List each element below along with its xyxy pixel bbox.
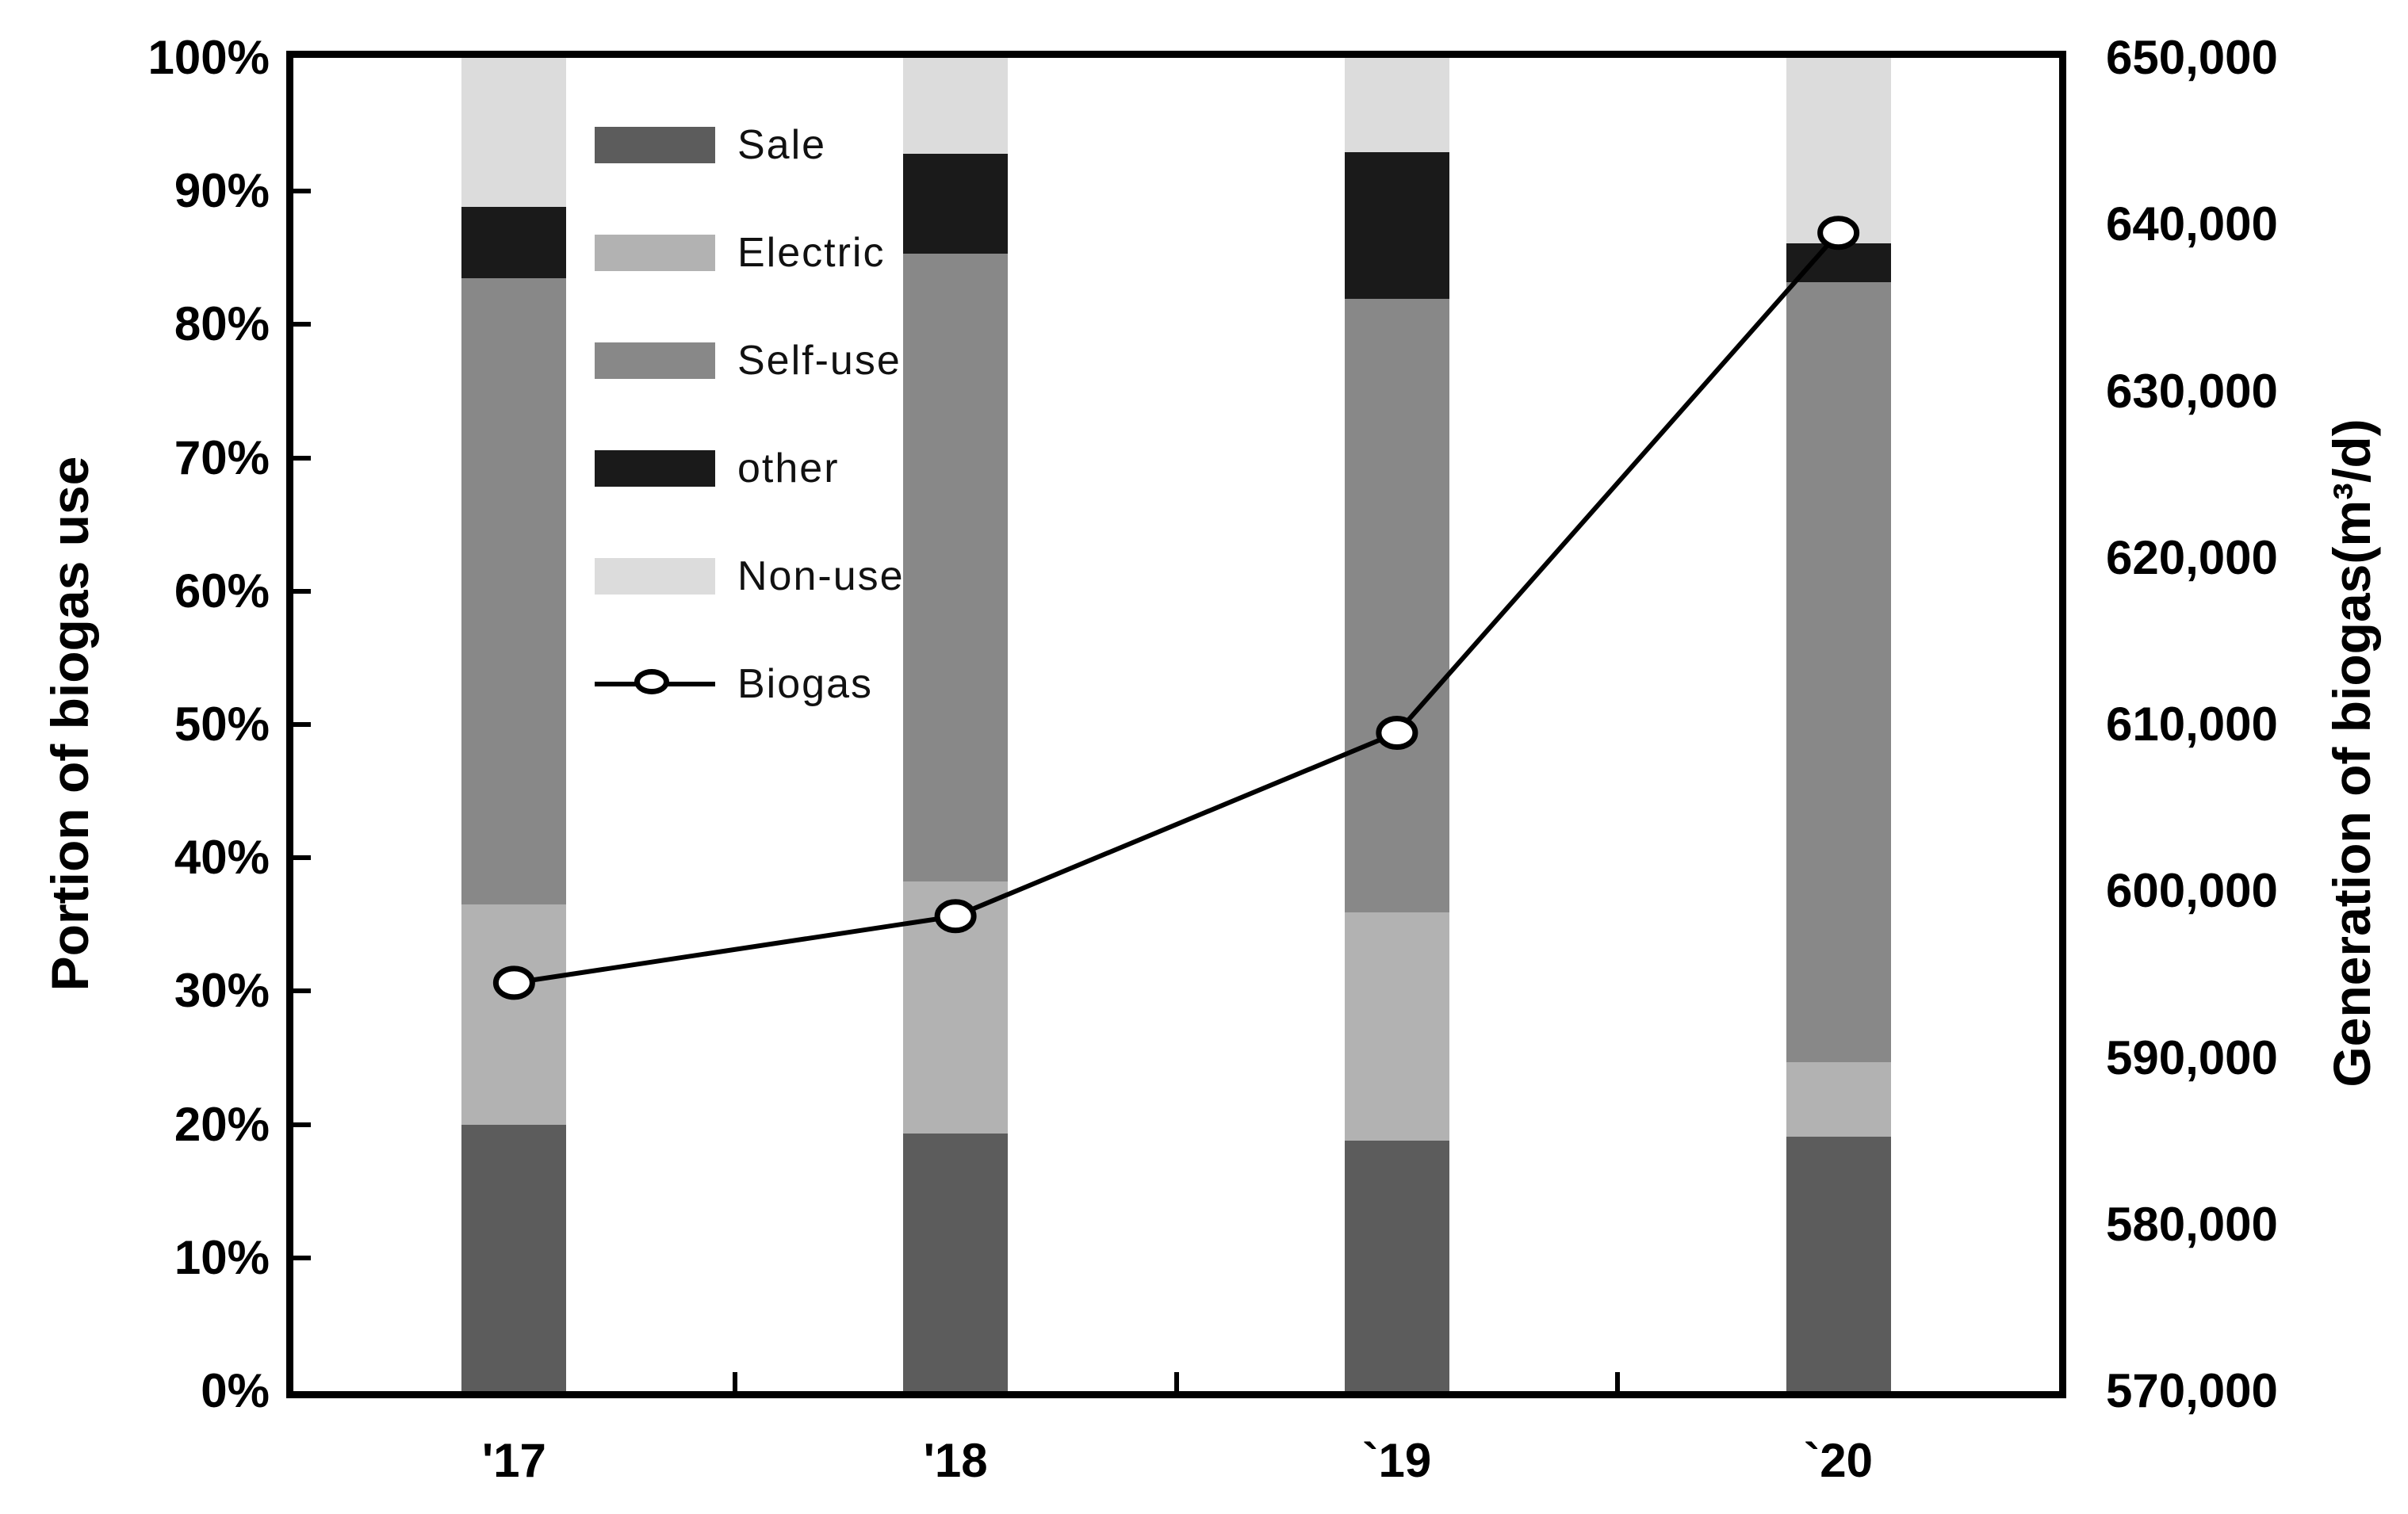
- bar-segment-electric-1: [461, 904, 567, 1125]
- legend-swatch-sale: [595, 127, 715, 163]
- bar-segment-other-2: [903, 154, 1009, 254]
- right-tick-label-650000: 650,000: [2106, 31, 2278, 84]
- bar-segment-other-1: [461, 207, 567, 278]
- bar-segment-self-use-3: [1344, 299, 1449, 913]
- left-tick-label-70pct: 70%: [174, 430, 270, 484]
- left-tick-label-60pct: 60%: [174, 564, 270, 617]
- bar-segment-non-use-4: [1786, 58, 1891, 243]
- legend-circle-marker-icon: [634, 669, 669, 694]
- left-tick-label-80pct: 80%: [174, 297, 270, 351]
- bar-segment-non-use-3: [1344, 58, 1449, 153]
- legend-row-biogas: Biogas: [595, 660, 873, 708]
- right-tick-label-580000: 580,000: [2106, 1197, 2278, 1251]
- left-tick-label-30pct: 30%: [174, 964, 270, 1018]
- left-axis-tick-mark: [293, 988, 311, 994]
- plot-inner: Sale Electric Self-use other Non-use Biogas: [293, 58, 2059, 1391]
- left-tick-label-50pct: 50%: [174, 698, 270, 751]
- left-tick-label-90pct: 90%: [174, 164, 270, 218]
- right-axis-title: Generation of biogas(m³/d): [2322, 419, 2381, 1088]
- legend-label-self-use: Self-use: [737, 338, 902, 384]
- legend-row-other: other: [595, 445, 840, 492]
- biogas-marker-3: [1376, 716, 1418, 751]
- legend-row-sale: Sale: [595, 121, 826, 169]
- legend-row-electric: Electric: [595, 229, 885, 277]
- biogas-line: [513, 231, 1840, 985]
- bar-segment-self-use-4: [1786, 281, 1891, 1062]
- left-axis-tick-mark: [293, 322, 311, 327]
- bar-segment-sale-1: [461, 1124, 567, 1391]
- x-axis-tick-mark: [732, 1372, 737, 1391]
- legend-label-sale: Sale: [737, 122, 827, 168]
- bar-segment-self-use-1: [461, 277, 567, 905]
- left-tick-label-40pct: 40%: [174, 831, 270, 885]
- right-tick-label-590000: 590,000: [2106, 1030, 2278, 1084]
- legend-label-non-use: Non-use: [737, 553, 905, 599]
- legend-swatch-non-use: [595, 558, 715, 595]
- x-axis-tick-mark: [1173, 1372, 1179, 1391]
- bar-segment-sale-4: [1786, 1136, 1891, 1391]
- bar-segment-electric-4: [1786, 1061, 1891, 1137]
- legend-row-non-use: Non-use: [595, 552, 905, 600]
- left-tick-label-100pct: 100%: [147, 31, 270, 84]
- bar-segment-sale-3: [1344, 1140, 1449, 1391]
- left-axis-tick-mark: [293, 722, 311, 727]
- biogas-marker-2: [934, 899, 977, 934]
- right-tick-label-640000: 640,000: [2106, 197, 2278, 251]
- plot-area: Sale Electric Self-use other Non-use Biogas: [286, 51, 2066, 1398]
- legend-label-biogas: Biogas: [737, 661, 873, 707]
- bar-segment-other-3: [1344, 152, 1449, 300]
- biogas-marker-1: [492, 965, 535, 1000]
- left-tick-label-0pct: 0%: [201, 1364, 270, 1417]
- biogas-line-layer: [492, 216, 1860, 1000]
- left-axis-tick-mark: [293, 1122, 311, 1127]
- left-axis-tick-mark: [293, 189, 311, 194]
- legend-row-self-use: Self-use: [595, 337, 902, 384]
- biogas-marker-4: [1817, 216, 1860, 250]
- legend-label-other: other: [737, 445, 840, 491]
- left-axis-tick-mark: [293, 1255, 311, 1260]
- bar-segment-self-use-2: [903, 254, 1009, 882]
- right-tick-label-630000: 630,000: [2106, 364, 2278, 418]
- x-tick-label-2: '18: [923, 1434, 988, 1487]
- right-tick-label-600000: 600,000: [2106, 864, 2278, 918]
- legend-swatch-self-use: [595, 342, 715, 379]
- bar-segment-sale-2: [903, 1134, 1009, 1391]
- left-axis-tick-mark: [293, 588, 311, 594]
- x-tick-label-3: `19: [1362, 1434, 1432, 1487]
- left-axis-tick-mark: [293, 855, 311, 861]
- legend-label-electric: Electric: [737, 230, 886, 276]
- left-axis-tick-mark: [293, 455, 311, 461]
- left-tick-label-20pct: 20%: [174, 1097, 270, 1151]
- legend-biogas-line-sample: [595, 666, 715, 702]
- right-tick-label-570000: 570,000: [2106, 1364, 2278, 1417]
- right-tick-label-610000: 610,000: [2106, 698, 2278, 751]
- right-tick-label-620000: 620,000: [2106, 530, 2278, 584]
- bar-segment-electric-3: [1344, 912, 1449, 1141]
- bar-segment-non-use-1: [461, 58, 567, 208]
- legend-swatch-electric: [595, 235, 715, 271]
- x-tick-label-4: `20: [1804, 1434, 1873, 1487]
- x-axis-tick-mark: [1615, 1372, 1621, 1391]
- legend-swatch-other: [595, 450, 715, 487]
- left-tick-label-10pct: 10%: [174, 1230, 270, 1284]
- bar-segment-non-use-2: [903, 58, 1009, 155]
- x-tick-label-1: '17: [481, 1434, 546, 1487]
